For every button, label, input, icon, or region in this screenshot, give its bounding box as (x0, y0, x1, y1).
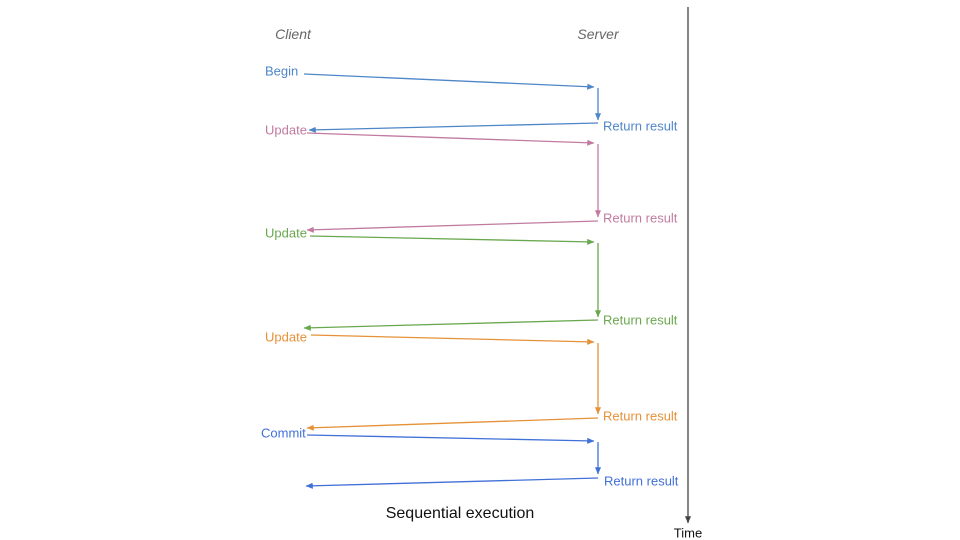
operation-label-update-3: Update (265, 329, 307, 345)
update-1-request-arrow (306, 132, 595, 146)
update-2-request-arrow (309, 235, 595, 245)
diagram-caption: Sequential execution (385, 505, 535, 522)
return-result-label-update-2: Return result (603, 312, 678, 328)
return-result-label-commit: Return result (604, 473, 679, 489)
commit-request-arrow (306, 434, 595, 444)
time-axis-label: Time (673, 525, 703, 540)
update-1-response-arrow (306, 220, 599, 233)
client-lifeline-label: Client (275, 26, 311, 42)
operation-label-begin: Begin (265, 63, 299, 79)
operation-label-update-2: Update (265, 225, 307, 241)
update-3-response-arrow (306, 417, 599, 431)
return-result-label-update-1: Return result (603, 210, 678, 226)
update-2-response-arrow (303, 319, 599, 331)
operation-label-update-1: Update (265, 122, 307, 138)
return-result-label-update-3: Return result (603, 408, 678, 424)
update-3-request-arrow (310, 334, 595, 345)
return-result-label-begin: Return result (603, 118, 678, 134)
commit-response-arrow (305, 477, 599, 489)
server-lifeline-label: Server (577, 26, 619, 42)
begin-request-arrow (303, 73, 595, 90)
operation-label-commit: Commit (261, 425, 306, 441)
begin-response-arrow (308, 122, 599, 133)
